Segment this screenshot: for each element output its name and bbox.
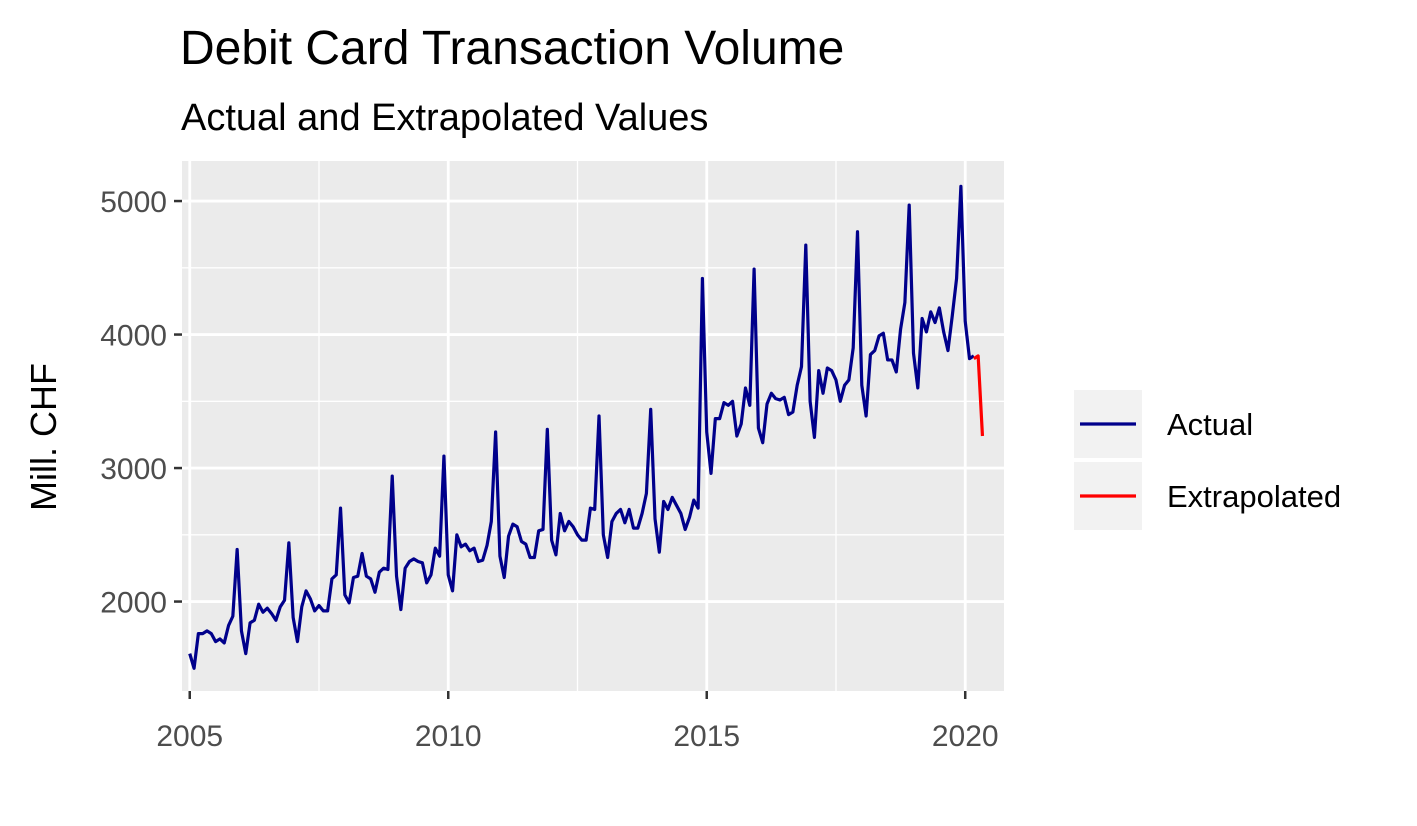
x-axis: 2005 2010 2015 2020 — [156, 691, 999, 753]
y-axis-title: Mill. CHF — [23, 363, 64, 511]
x-tick-label: 2005 — [156, 720, 223, 753]
x-tick-label: 2010 — [415, 720, 482, 753]
minor-gridlines — [182, 161, 1004, 691]
y-tick-label: 5000 — [100, 186, 167, 219]
chart-subtitle: Actual and Extrapolated Values — [181, 97, 708, 139]
x-tick-label: 2020 — [932, 720, 999, 753]
y-tick-label: 4000 — [100, 320, 167, 353]
legend: Actual Extrapolated — [1074, 390, 1341, 530]
legend-label: Actual — [1167, 407, 1253, 442]
legend-item-extrapolated: Extrapolated — [1074, 462, 1341, 530]
series-layer — [188, 184, 985, 670]
legend-label: Extrapolated — [1167, 479, 1341, 514]
x-tick-label: 2015 — [673, 720, 740, 753]
y-tick-label: 2000 — [100, 587, 167, 620]
y-tick-label: 3000 — [100, 453, 167, 486]
legend-item-actual: Actual — [1074, 390, 1253, 458]
series-line-actual — [188, 184, 975, 670]
series-line-extrapolated — [972, 354, 985, 437]
y-axis: 2000 3000 4000 5000 — [100, 186, 182, 620]
chart-title: Debit Card Transaction Volume — [180, 22, 844, 75]
plot-panel — [182, 161, 1004, 691]
